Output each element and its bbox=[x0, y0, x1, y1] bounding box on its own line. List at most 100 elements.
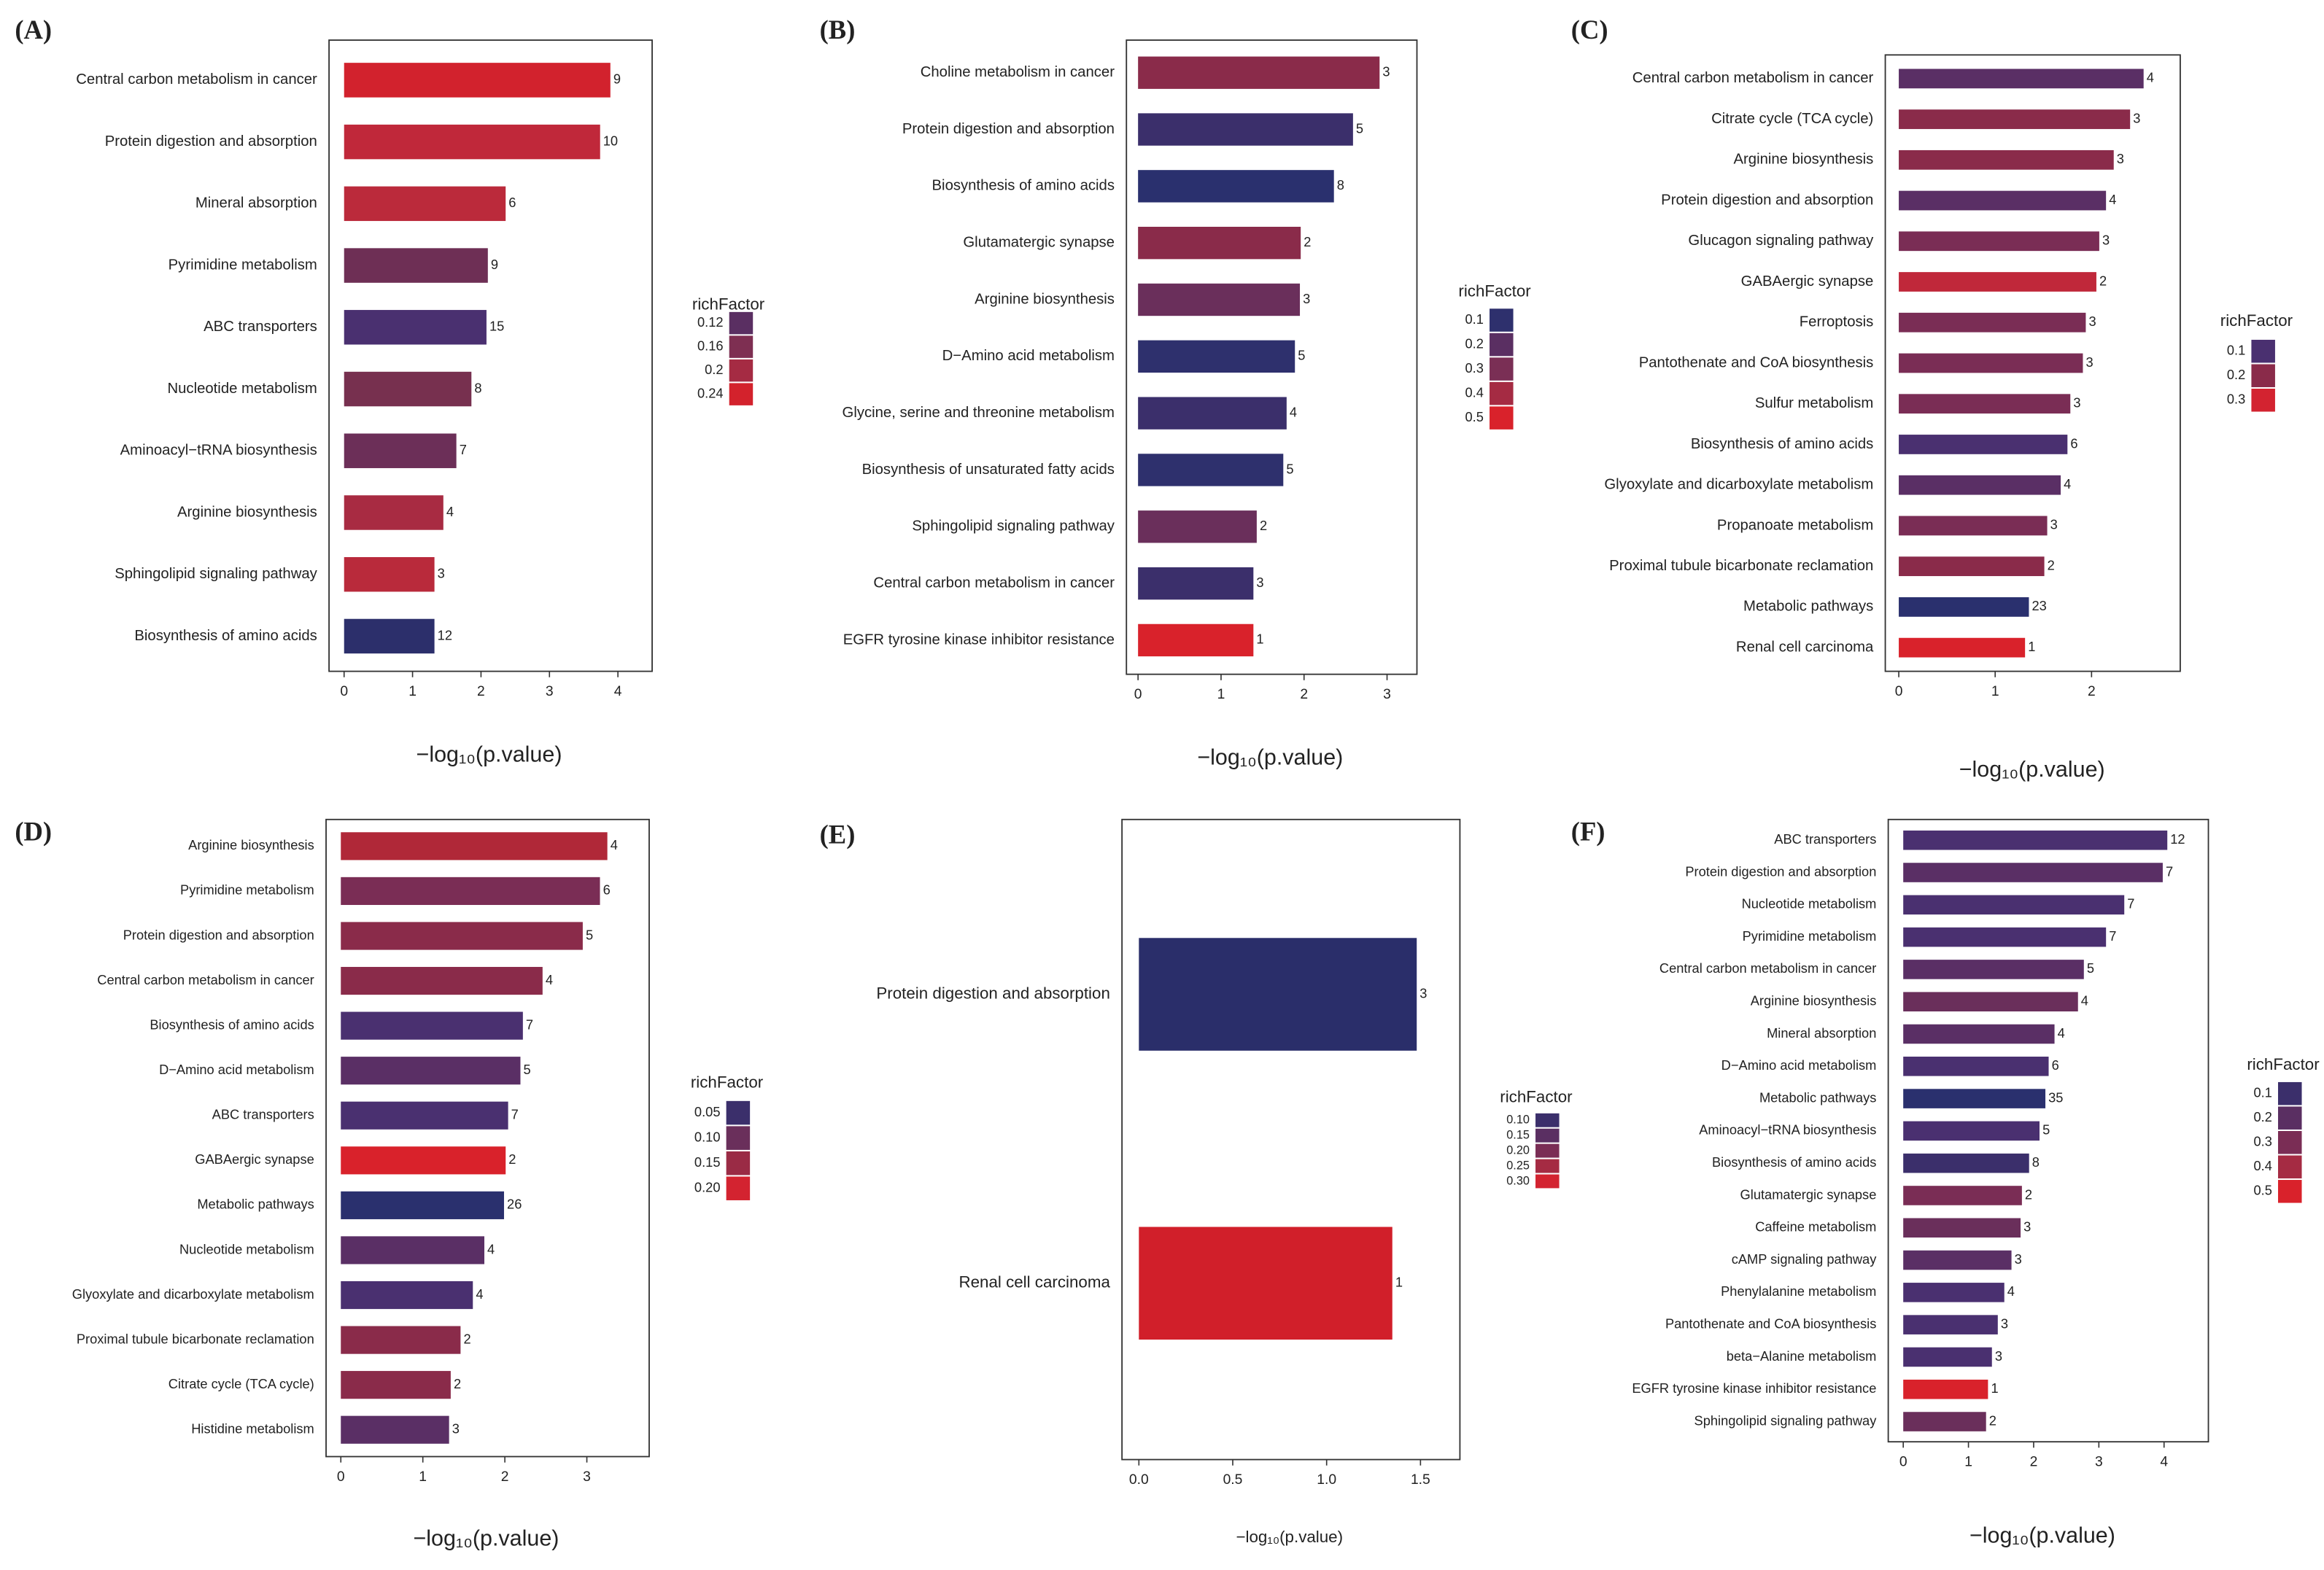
category-label: EGFR tyrosine kinase inhibitor resistanc… bbox=[1632, 1380, 1876, 1396]
count-label: 7 bbox=[460, 442, 467, 457]
bar bbox=[344, 124, 600, 160]
count-label: 4 bbox=[1290, 404, 1297, 419]
legend-swatch bbox=[726, 1176, 751, 1200]
count-label: 2 bbox=[454, 1376, 461, 1391]
panel-label: (E) bbox=[820, 820, 856, 850]
count-label: 3 bbox=[1382, 64, 1390, 79]
legend-swatch bbox=[2251, 364, 2275, 387]
category-label: Protein digestion and absorption bbox=[902, 121, 1115, 137]
legend-label: 0.5 bbox=[1465, 409, 1484, 424]
category-label: D−Amino acid metabolism bbox=[159, 1062, 314, 1077]
bar bbox=[1138, 56, 1380, 89]
bar bbox=[341, 1371, 451, 1399]
count-label: 3 bbox=[2133, 110, 2140, 125]
legend-label: 0.2 bbox=[1465, 335, 1484, 351]
legend-swatch bbox=[2278, 1081, 2302, 1105]
bar bbox=[341, 1326, 461, 1354]
legend-label: 0.1 bbox=[2253, 1085, 2271, 1100]
count-label: 6 bbox=[508, 195, 516, 210]
plot-frame bbox=[325, 818, 650, 1458]
count-label: 7 bbox=[2166, 863, 2173, 879]
legend-label: 0.3 bbox=[2227, 392, 2245, 407]
count-label: 5 bbox=[1356, 120, 1363, 136]
category-label: Biosynthesis of unsaturated fatty acids bbox=[862, 462, 1115, 478]
legend-label: 0.12 bbox=[697, 314, 724, 330]
legend-swatch bbox=[729, 359, 754, 382]
count-label: 5 bbox=[2087, 960, 2094, 976]
legend-label: 0.5 bbox=[2253, 1183, 2271, 1198]
x-tick-label: 3 bbox=[2095, 1455, 2103, 1470]
count-label: 5 bbox=[2042, 1122, 2050, 1138]
count-label: 8 bbox=[474, 380, 481, 395]
count-label: 35 bbox=[2048, 1089, 2063, 1105]
category-label: Central carbon metabolism in cancer bbox=[1632, 70, 1874, 86]
legend-label: 0.05 bbox=[694, 1104, 721, 1119]
x-tick-label: 2 bbox=[1300, 687, 1308, 702]
category-label: Arginine biosynthesis bbox=[177, 504, 317, 520]
count-label: 2 bbox=[1260, 518, 1267, 533]
count-label: 12 bbox=[438, 627, 452, 642]
count-label: 10 bbox=[603, 133, 618, 148]
legend-label: 0.4 bbox=[2253, 1158, 2271, 1173]
category-label: Biosynthesis of amino acids bbox=[150, 1017, 314, 1032]
legend-swatch bbox=[1490, 381, 1514, 405]
bar bbox=[341, 966, 543, 995]
bar bbox=[344, 495, 444, 530]
legend-swatch bbox=[1535, 1113, 1560, 1127]
legend-swatch bbox=[2278, 1180, 2302, 1203]
count-label: 3 bbox=[1995, 1348, 2002, 1364]
legend-swatch bbox=[1535, 1128, 1560, 1143]
bar bbox=[344, 371, 472, 407]
count-label: 9 bbox=[613, 71, 621, 87]
count-label: 3 bbox=[1419, 985, 1427, 1000]
bar bbox=[341, 1415, 449, 1444]
category-label: Glutamatergic synapse bbox=[1740, 1186, 1877, 1202]
count-label: 4 bbox=[2058, 1025, 2065, 1041]
count-label: 7 bbox=[2109, 928, 2116, 944]
bar bbox=[1138, 397, 1287, 430]
count-label: 4 bbox=[2109, 192, 2116, 207]
bar bbox=[1903, 895, 2125, 915]
count-label: 5 bbox=[1298, 348, 1305, 363]
x-tick-label: 0.0 bbox=[1129, 1472, 1149, 1488]
category-label: Renal cell carcinoma bbox=[958, 1273, 1110, 1291]
bar bbox=[1899, 272, 2096, 292]
bar bbox=[1139, 1227, 1393, 1340]
x-tick-label: 4 bbox=[614, 684, 622, 699]
legend-title: richFactor bbox=[2220, 311, 2293, 330]
bar bbox=[341, 1101, 508, 1130]
count-label: 3 bbox=[2102, 233, 2110, 248]
plot-frame bbox=[1887, 818, 2209, 1443]
category-label: Glucagon signaling pathway bbox=[1688, 233, 1874, 249]
legend-swatch bbox=[1535, 1174, 1560, 1189]
x-tick-label: 1 bbox=[1991, 684, 1999, 699]
x-tick-label: 1.5 bbox=[1411, 1472, 1430, 1488]
legend-label: 0.3 bbox=[1465, 360, 1484, 376]
category-label: Protein digestion and absorption bbox=[105, 133, 317, 149]
x-tick-label: 2 bbox=[2030, 1455, 2038, 1470]
x-tick-label: 0 bbox=[1899, 1455, 1907, 1470]
category-label: Sulfur metabolism bbox=[1755, 395, 1873, 411]
category-label: GABAergic synapse bbox=[1741, 273, 1874, 289]
bar bbox=[1138, 454, 1284, 486]
x-axis-label: −log₁₀(p.value) bbox=[1197, 745, 1343, 770]
category-label: Pantothenate and CoA biosynthesis bbox=[1665, 1316, 1876, 1331]
bar bbox=[344, 186, 506, 222]
category-label: Arginine biosynthesis bbox=[188, 837, 314, 852]
bar bbox=[1138, 113, 1353, 146]
count-label: 4 bbox=[476, 1286, 483, 1302]
x-tick-label: 1 bbox=[1217, 687, 1225, 702]
count-label: 3 bbox=[1256, 575, 1263, 590]
category-label: beta−Alanine metabolism bbox=[1727, 1348, 1877, 1364]
bar bbox=[1903, 1315, 1998, 1334]
count-label: 15 bbox=[489, 319, 504, 334]
category-label: Metabolic pathways bbox=[1759, 1089, 1876, 1105]
category-label: Renal cell carcinoma bbox=[1736, 639, 1874, 655]
count-label: 5 bbox=[1286, 461, 1293, 476]
bar bbox=[1899, 637, 2026, 658]
bar bbox=[344, 248, 488, 283]
panel-label: (A) bbox=[15, 15, 52, 44]
count-label: 1 bbox=[1395, 1275, 1403, 1290]
x-axis-label: −log₁₀(p.value) bbox=[1959, 757, 2105, 782]
category-label: Choline metabolism in cancer bbox=[921, 64, 1115, 80]
